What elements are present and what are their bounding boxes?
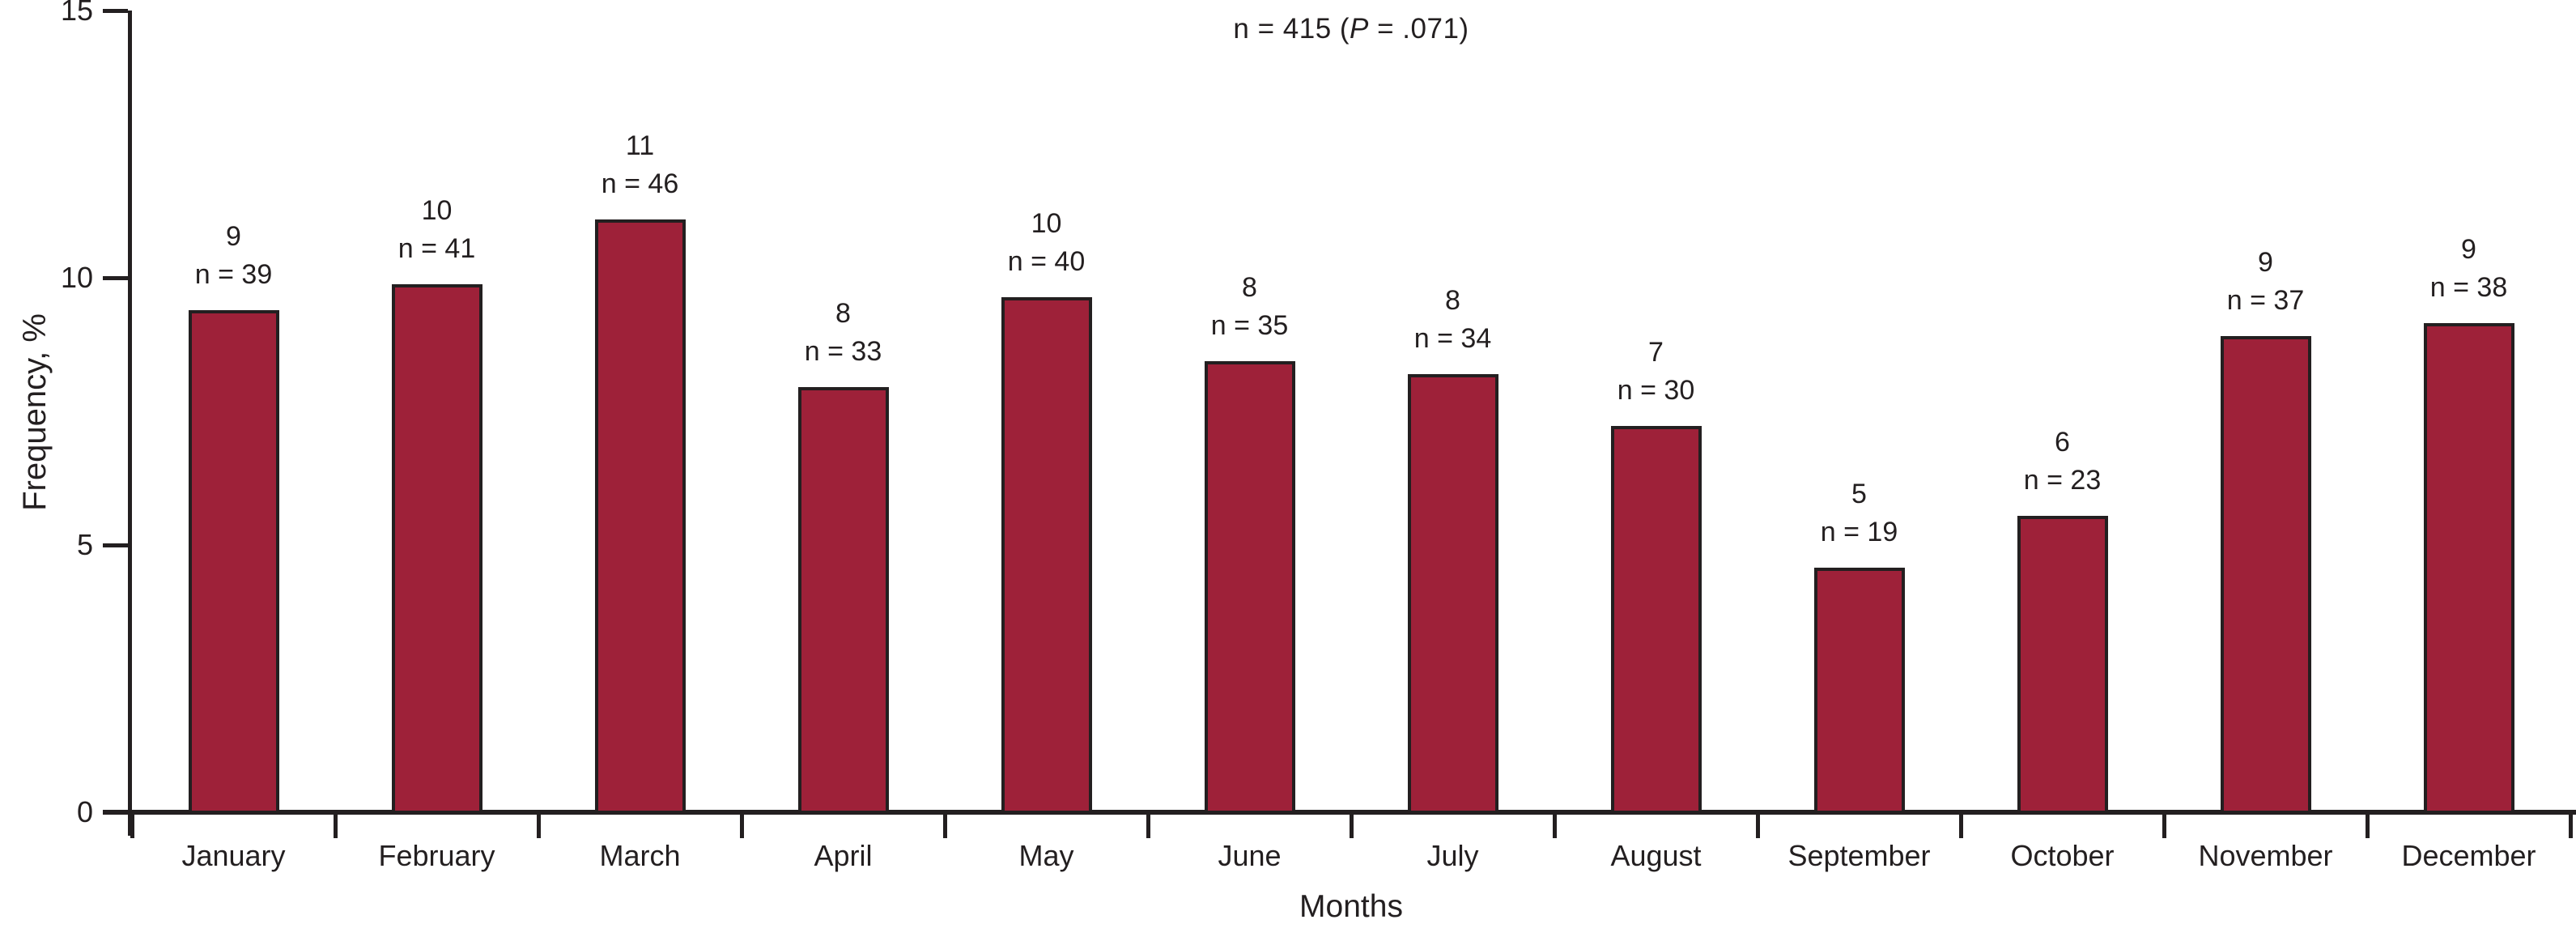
x-tick-label-january: January: [181, 839, 286, 872]
bar-june: [1204, 361, 1295, 814]
p-symbol: P: [1350, 13, 1369, 45]
bar-n-label-february: n = 41: [397, 232, 476, 264]
x-boundary-tick: [1146, 815, 1150, 838]
x-boundary-tick: [333, 815, 338, 838]
x-tick-label-february: February: [378, 839, 495, 872]
x-tick-label-march: March: [599, 839, 681, 872]
y-axis-title: Frequency, %: [17, 313, 53, 511]
x-axis-title: Months: [1299, 889, 1403, 924]
bar-label-august: 7 n = 30: [1535, 334, 1778, 410]
bar-percent-label-may: 10: [1031, 207, 1062, 239]
bar-n-label-august: n = 30: [1617, 374, 1695, 406]
bar-september: [1813, 567, 1905, 814]
bar-percent-label-june: 8: [1242, 272, 1257, 304]
x-boundary-tick: [2365, 815, 2370, 838]
bar-may: [1001, 296, 1092, 814]
bar-percent-label-november: 9: [2258, 246, 2273, 278]
x-tick-label-april: April: [814, 839, 873, 872]
x-tick-label-june: June: [1218, 839, 1282, 872]
x-boundary-tick: [942, 815, 947, 838]
chart-title: n = 415 (P = .071): [132, 13, 2570, 45]
bar-percent-label-december: 9: [2461, 233, 2476, 265]
bar-percent-label-february: 10: [421, 194, 453, 226]
bar-august: [1610, 425, 1702, 814]
x-boundary-tick: [739, 815, 744, 838]
bar-july: [1407, 374, 1498, 814]
bar-label-january: 9 n = 39: [113, 218, 355, 294]
bar-january: [188, 309, 279, 814]
bar-label-march: 11 n = 46: [519, 127, 762, 203]
y-tick: [103, 276, 128, 280]
bar-march: [594, 219, 686, 814]
x-axis-line: [103, 810, 2576, 815]
bar-percent-label-april: 8: [835, 298, 851, 330]
bar-label-may: 10 n = 40: [925, 205, 1168, 281]
x-tick-label-july: July: [1426, 839, 1479, 872]
y-tick: [103, 543, 128, 547]
x-tick-label-december: December: [2401, 839, 2536, 872]
x-boundary-tick: [1552, 815, 1557, 838]
bar-percent-label-august: 7: [1648, 336, 1664, 368]
bar-label-june: 8 n = 35: [1129, 269, 1371, 345]
bar-label-december: 9 n = 38: [2348, 231, 2576, 307]
x-boundary-tick: [1755, 815, 1760, 838]
bar-n-label-october: n = 23: [2023, 465, 2102, 496]
bar-label-february: 10 n = 41: [316, 192, 559, 268]
chart-title-prefix: n = 415 (: [1233, 13, 1350, 45]
bar-n-label-september: n = 19: [1820, 516, 1898, 547]
bar-november: [2220, 335, 2311, 814]
bar-label-october: 6 n = 23: [1941, 424, 2184, 500]
bar-percent-label-march: 11: [625, 130, 655, 162]
bar-percent-label-october: 6: [2055, 427, 2070, 458]
bar-percent-label-september: 5: [1851, 478, 1867, 509]
bar-n-label-january: n = 39: [194, 258, 273, 290]
x-tick-label-august: August: [1610, 839, 1702, 872]
y-tick-label: 5: [76, 528, 93, 561]
bar-n-label-november: n = 37: [2226, 284, 2305, 316]
bar-n-label-december: n = 38: [2429, 271, 2508, 303]
bar-december: [2423, 322, 2514, 814]
bar-label-july: 8 n = 34: [1332, 282, 1575, 358]
bar-label-april: 8 n = 33: [722, 295, 965, 371]
x-tick-label-october: October: [2010, 839, 2115, 872]
bar-april: [797, 387, 889, 814]
bar-n-label-march: n = 46: [601, 168, 679, 200]
chart-title-suffix: = .071): [1368, 13, 1469, 45]
y-tick-label: 10: [60, 261, 93, 294]
x-tick-label-may: May: [1018, 839, 1074, 872]
bar-n-label-april: n = 33: [804, 336, 882, 368]
y-tick-label: 0: [76, 795, 93, 828]
x-tick-label-september: September: [1787, 839, 1931, 872]
x-boundary-tick: [1349, 815, 1354, 838]
y-axis-line: [128, 11, 132, 836]
y-tick: [103, 9, 128, 13]
bar-n-label-may: n = 40: [1007, 245, 1086, 277]
bar-percent-label-january: 9: [226, 220, 241, 252]
x-tick-label-november: November: [2198, 839, 2333, 872]
x-boundary-tick: [2162, 815, 2166, 838]
x-boundary-tick: [130, 815, 134, 838]
x-boundary-tick: [2568, 815, 2573, 838]
bar-october: [2017, 516, 2108, 814]
bar-n-label-july: n = 34: [1413, 323, 1492, 355]
y-tick-label: 15: [60, 0, 93, 27]
bar-n-label-june: n = 35: [1210, 310, 1289, 342]
bar-percent-label-july: 8: [1445, 285, 1460, 317]
bar-february: [391, 283, 482, 814]
bar-label-september: 5 n = 19: [1738, 475, 1981, 551]
x-boundary-tick: [536, 815, 541, 838]
bar-label-november: 9 n = 37: [2145, 244, 2387, 320]
x-boundary-tick: [1958, 815, 1963, 838]
